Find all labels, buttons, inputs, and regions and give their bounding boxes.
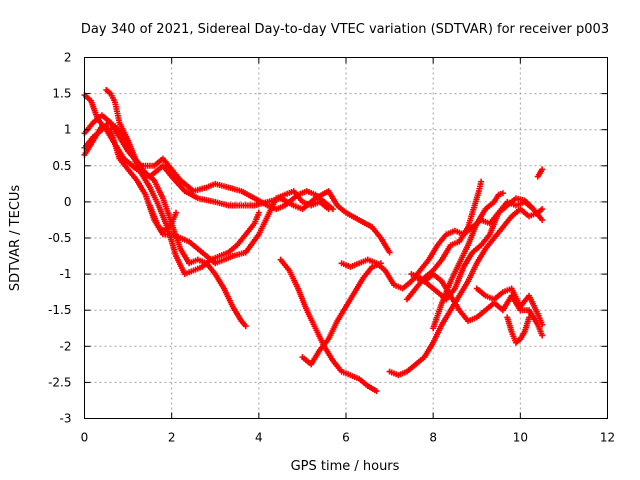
y-axis-label: SDTVAR / TECUs <box>8 185 23 292</box>
series-track-10 <box>404 178 485 303</box>
y-tick-label: 1 <box>64 123 72 137</box>
data-point <box>242 323 249 330</box>
data-point <box>255 209 262 216</box>
y-tick-label: -1 <box>60 267 72 281</box>
axis-ticks: 0 2 4 6 8 10 12 2 1.5 1 0.5 0 -0.5 -1 -1.5 -2 -2.5 -3 <box>48 51 615 445</box>
series-track-13 <box>430 190 506 332</box>
x-tick-label: 0 <box>81 431 89 445</box>
series-track-16 <box>534 166 546 180</box>
data-point <box>530 206 537 213</box>
x-axis-label: GPS time / hours <box>291 459 400 474</box>
data-point <box>526 314 533 321</box>
x-tick-label: 10 <box>513 431 528 445</box>
y-tick-label: 1.5 <box>52 87 71 101</box>
data-point <box>478 178 485 185</box>
data-markers <box>81 86 546 395</box>
data-point <box>539 332 546 339</box>
data-point <box>539 206 546 213</box>
y-tick-label: -2.5 <box>48 375 71 389</box>
x-tick-label: 8 <box>429 431 437 445</box>
y-tick-label: -2 <box>60 339 72 353</box>
series-track-14 <box>473 285 546 328</box>
data-point <box>499 190 506 197</box>
series-track-6 <box>277 256 380 395</box>
y-tick-label: 0 <box>64 195 72 209</box>
series-track-7 <box>299 260 384 368</box>
series-track-11 <box>408 198 537 303</box>
grid-lines <box>84 57 608 419</box>
y-tick-label: -3 <box>60 412 72 426</box>
x-tick-label: 6 <box>342 431 350 445</box>
data-point <box>373 388 380 395</box>
series-track-15 <box>504 314 533 346</box>
data-point <box>539 216 546 223</box>
series-track-17 <box>146 202 180 234</box>
x-tick-label: 12 <box>600 431 615 445</box>
data-point <box>325 206 332 213</box>
y-tick-label: 0.5 <box>52 159 71 173</box>
chart-title: Day 340 of 2021, Sidereal Day-to-day VTE… <box>81 22 609 37</box>
data-point <box>173 209 180 216</box>
y-tick-label: 2 <box>64 51 72 65</box>
y-tick-label: -1.5 <box>48 303 71 317</box>
data-point <box>386 249 393 256</box>
series-track-5 <box>103 86 249 330</box>
x-tick-label: 2 <box>168 431 176 445</box>
y-tick-label: -0.5 <box>48 231 71 245</box>
x-tick-label: 4 <box>255 431 263 445</box>
data-point <box>539 321 546 328</box>
data-point <box>539 166 546 173</box>
